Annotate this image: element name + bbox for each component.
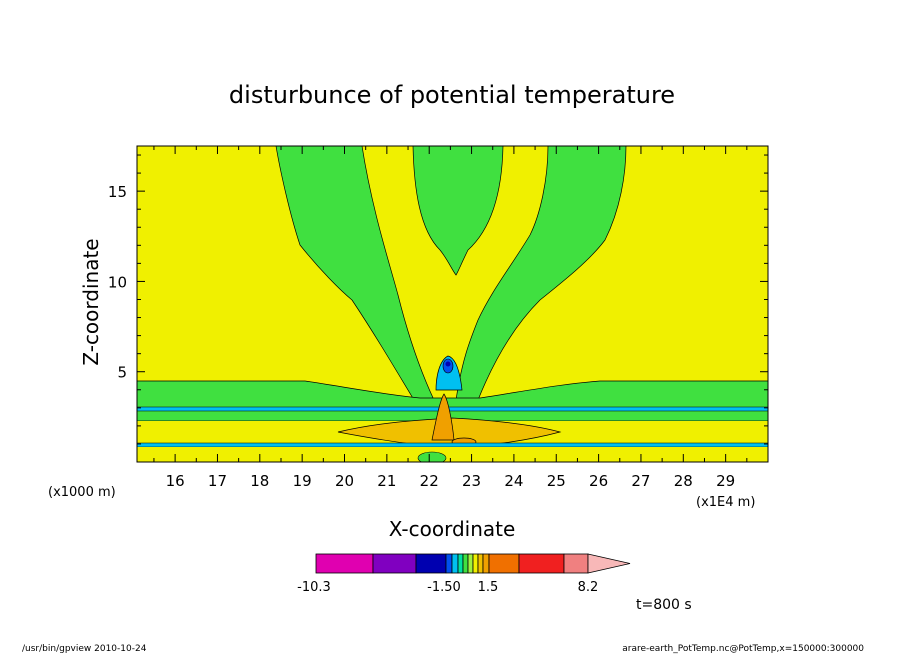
x-ticks: 16 17 18 19 20 21 22 23 24 25 26 27 28 29 [153,146,748,490]
colorbar-cell [488,553,520,574]
colorbar-cell [315,553,374,574]
x-tick-label: 25 [547,472,566,490]
x-unit-right: (x1E4 m) [696,495,755,510]
contour-surface-band [137,442,768,448]
colorbar-arrow [587,553,631,574]
contour-field [137,146,768,462]
x-tick-label: 19 [293,472,312,490]
y-ticks: 5 10 15 [108,154,768,445]
x-tick-label: 26 [589,472,608,490]
x-tick-label: 29 [716,472,735,490]
x-tick-label: 21 [377,472,396,490]
y-tick-label: 15 [108,183,127,201]
y-tick-label: 5 [117,364,127,382]
colorbar-cell [415,553,447,574]
footer-left: /usr/bin/gpview 2010-10-24 [22,644,147,654]
colorbar-cell [457,553,464,574]
contour-left-plume [275,146,435,401]
contour-thin-cyan-band [137,406,768,412]
x-tick-label: 28 [674,472,693,490]
colorbar-label-pos: 1.5 [478,580,499,595]
x-unit-left: (x1000 m) [48,485,116,500]
footer-right: arare-earth_PotTemp.nc@PotTemp,x=150000:… [622,644,864,654]
colorbar-cell [445,553,453,574]
colorbar-cell [462,553,469,574]
x-axis-label: X-coordinate [389,517,516,541]
x-tick-label: 16 [166,472,185,490]
x-tick-label: 22 [420,472,439,490]
colorbar-cell [372,553,417,574]
chart-title: disturbunce of potential temperature [229,81,675,109]
colorbar-label-neg: -1.50 [427,580,461,595]
contour-warm-core [431,393,455,441]
x-tick-label: 17 [208,472,227,490]
colorbar-cell [563,553,589,574]
contour-center-plume [412,146,504,276]
colorbar-cell [477,553,484,574]
colorbar-cell [472,553,479,574]
contour-cold-center [445,361,451,367]
x-tick-label: 18 [250,472,269,490]
contour-surface-layer [137,447,768,462]
colorbar-label-min: -10.3 [297,580,331,595]
colorbar-cell [482,553,490,574]
colorbar [315,553,631,574]
time-label: t=800 s [636,597,692,613]
colorbar-cell [467,553,474,574]
colorbar-cell [518,553,565,574]
x-tick-label: 20 [335,472,354,490]
colorbar-cell [451,553,459,574]
y-tick-label: 10 [108,273,127,291]
colorbar-label-max: 8.2 [578,580,599,595]
plot-frame [136,145,769,463]
x-tick-label: 24 [504,472,523,490]
x-tick-label: 27 [631,472,650,490]
y-axis-label: Z-coordinate [79,238,103,365]
x-tick-label: 23 [462,472,481,490]
contour-surface-green [417,451,447,462]
